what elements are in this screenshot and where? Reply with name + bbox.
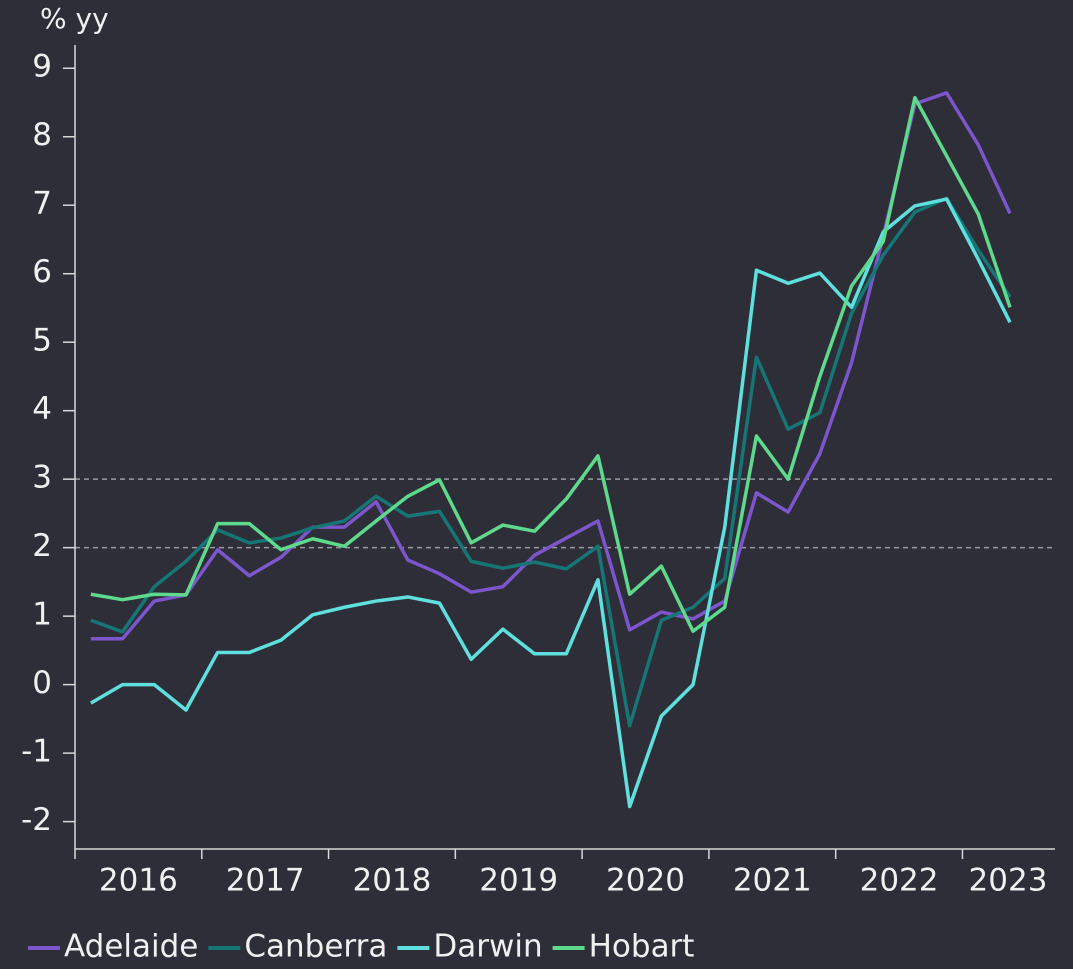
y-tick-label: 2 xyxy=(32,528,52,564)
y-tick-label: 7 xyxy=(32,186,52,222)
x-tick-label: 2018 xyxy=(352,863,431,899)
legend-label: Hobart xyxy=(589,929,695,965)
x-tick-label: 2016 xyxy=(99,863,178,899)
x-tick-label: 2022 xyxy=(860,863,939,899)
legend-label: Darwin xyxy=(433,929,542,965)
legend-label: Adelaide xyxy=(64,929,198,965)
y-tick-label: 8 xyxy=(32,117,52,153)
x-tick-label: 2019 xyxy=(479,863,558,899)
y-tick-label: -1 xyxy=(21,734,52,770)
y-tick-label: 3 xyxy=(32,460,52,496)
series-line xyxy=(90,196,1012,728)
x-tick-label: 2021 xyxy=(733,863,812,899)
y-tick-label: 0 xyxy=(32,665,52,701)
series-line xyxy=(90,95,1012,633)
x-tick-label: 2020 xyxy=(606,863,685,899)
legend-label: Canberra xyxy=(244,929,387,965)
series-line xyxy=(89,197,1012,809)
y-tick-label: -2 xyxy=(21,802,52,838)
y-tick-label: 4 xyxy=(32,391,52,427)
y-tick-label: 5 xyxy=(32,323,52,359)
y-tick-label: 1 xyxy=(32,597,52,633)
x-tick-label: 2017 xyxy=(226,863,305,899)
y-tick-label: 9 xyxy=(32,49,52,85)
y-axis-label: % yy xyxy=(40,2,109,35)
series-line xyxy=(90,91,1012,641)
x-tick-label: 2023 xyxy=(969,863,1048,899)
y-tick-label: 6 xyxy=(32,254,52,290)
